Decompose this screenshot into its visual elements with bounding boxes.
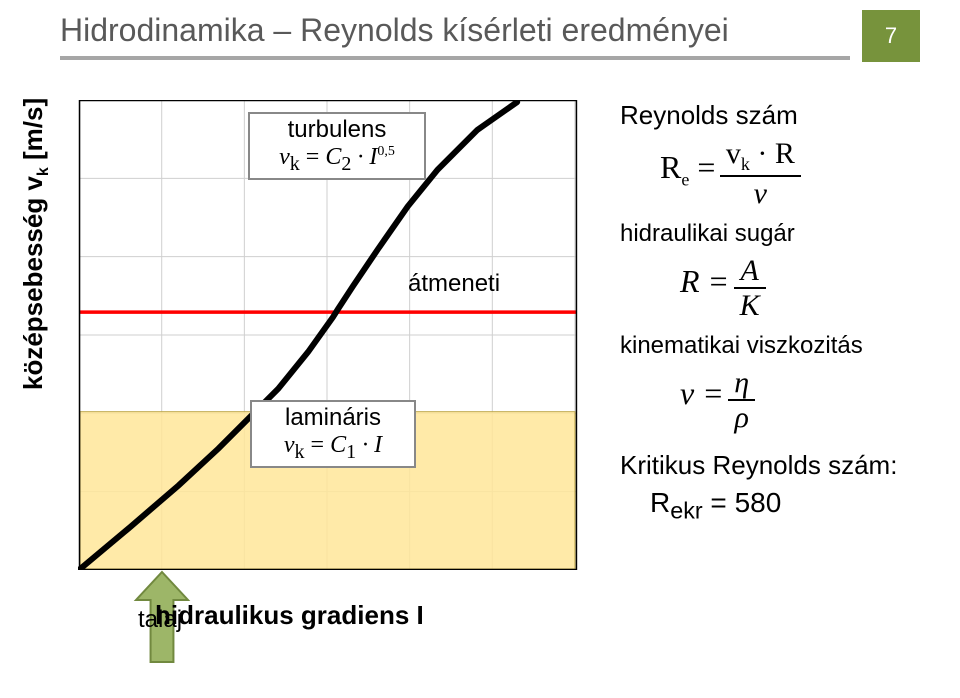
kritikus-reynolds-label: Kritikus Reynolds szám:	[620, 450, 950, 481]
page-root: Hidrodinamika – Reynolds kísérleti eredm…	[0, 0, 960, 698]
laminaris-formula: vk = C1 · I	[258, 432, 408, 464]
turbulens-formula: vk = C2 · I0,5	[256, 144, 418, 176]
laminaris-label: lamináris	[258, 404, 408, 432]
hidraulikai-sugar-label: hidraulikai sugár	[620, 220, 950, 248]
hydraulic-radius-formula: R = A K	[680, 254, 950, 322]
page-number-badge: 7	[862, 10, 920, 62]
page-title: Hidrodinamika – Reynolds kísérleti eredm…	[60, 12, 729, 49]
reynolds-label: Reynolds szám	[620, 100, 950, 131]
side-panel: Reynolds szám Re = vk · R ν hidraulikai …	[620, 100, 950, 534]
y-axis-label: középsebesség vk [m/s]	[18, 98, 53, 390]
talaj-label: talaj	[138, 606, 182, 634]
laminaris-box: lamináris vk = C1 · I	[250, 400, 416, 468]
x-axis-label: hidraulikus gradiens I	[155, 600, 424, 631]
kinematikai-viszkozitas-label: kinematikai viszkozitás	[620, 332, 950, 360]
reynolds-formula: Re = vk · R ν	[660, 137, 950, 210]
atmeneti-label: átmeneti	[408, 270, 500, 298]
kinematic-viscosity-formula: ν = η ρ	[680, 366, 950, 434]
rekr-value: Rekr = 580	[650, 487, 950, 525]
turbulens-label: turbulens	[256, 116, 418, 144]
title-underline	[60, 56, 850, 60]
turbulens-box: turbulens vk = C2 · I0,5	[248, 112, 426, 180]
